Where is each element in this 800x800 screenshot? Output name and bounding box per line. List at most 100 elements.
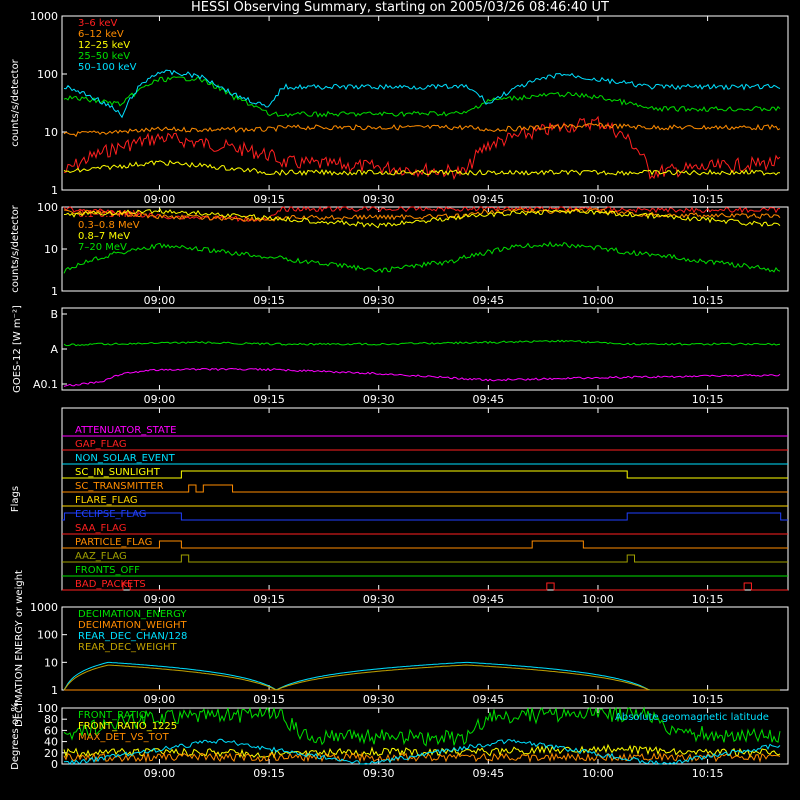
y-tick-label: 20	[44, 747, 58, 760]
legend-entry: REAR_DEC_CHAN/128	[78, 631, 187, 642]
legend-entry: DECIMATION_WEIGHT	[78, 620, 187, 631]
series-line-3	[63, 75, 781, 118]
x-tick-label: 09:30	[363, 767, 395, 780]
x-tick-label: 09:00	[144, 693, 176, 706]
legend-entry: 0.1–0.3 MeV	[78, 209, 140, 220]
panel-frame	[61, 707, 789, 765]
legend-entry: 6–12 keV	[78, 29, 124, 40]
legend-entry: REAR_DEC_WEIGHT	[78, 642, 177, 653]
panel-frame	[61, 15, 789, 191]
y-tick-label: B	[50, 308, 58, 321]
y-tick-label: 1	[51, 285, 58, 298]
flag-line-eclipse-flag	[62, 512, 788, 521]
x-tick-label: 09:15	[253, 767, 285, 780]
legend-entry: 0.3–0.8 MeV	[78, 220, 140, 231]
series-line-0	[63, 706, 781, 747]
x-tick-label: 09:15	[253, 393, 285, 406]
x-tick-label: 09:45	[472, 767, 504, 780]
x-tick-label: 09:45	[472, 693, 504, 706]
legend-entry: 12–25 keV	[78, 40, 130, 51]
y-tick-label: 100	[37, 629, 58, 642]
series-line-4	[63, 69, 781, 119]
flag-label: SC_TRANSMITTER	[75, 481, 164, 492]
legend-entry: FRONT_RATIO	[78, 710, 147, 721]
series-line-2	[63, 159, 780, 176]
flag-line-bad-packets	[62, 582, 788, 591]
panel-frame	[61, 206, 789, 292]
x-tick-label: 10:15	[692, 593, 724, 606]
y-tick-label: 0	[51, 758, 58, 771]
legend-entry: 25–50 keV	[78, 51, 130, 62]
flag-label: PARTICLE_FLAG	[75, 537, 152, 548]
y-tick-label: A	[50, 343, 58, 356]
flag-line-sc-in-sunlight	[62, 470, 788, 479]
y-tick-label: 40	[44, 736, 58, 749]
y-tick-label: 10	[44, 126, 58, 139]
x-tick-label: 09:30	[363, 593, 395, 606]
series-line-1	[63, 743, 781, 759]
x-tick-label: 09:15	[253, 693, 285, 706]
x-tick-label: 09:15	[253, 593, 285, 606]
series-line-1	[63, 122, 781, 138]
x-tick-label: 10:00	[582, 294, 614, 307]
y-tick-label: 80	[44, 713, 58, 726]
y-axis-label: counts/s/detector	[10, 204, 21, 292]
series-line-2	[63, 208, 781, 229]
legend-entry: 3–6 keV	[78, 18, 117, 29]
series-line-0	[63, 115, 781, 181]
x-tick-label: 09:30	[363, 393, 395, 406]
panel-4: 09:00 09:15 09:30 09:45 10:00 10:15 DECIMATION…	[14, 570, 789, 727]
y-tick-label: 100	[37, 68, 58, 81]
series-line-3	[63, 241, 781, 274]
x-tick-label: 09:45	[472, 393, 504, 406]
legend-entry: MAX_DET_VS_TOT	[78, 732, 170, 743]
y-tick-label: A0.1	[33, 378, 58, 391]
y-tick-label: 100	[37, 201, 58, 214]
flag-label: ATTENUATOR_STATE	[75, 425, 176, 436]
y-tick-label: 100	[37, 702, 58, 715]
y-tick-label: 1000	[30, 601, 58, 614]
x-tick-label: 09:00	[144, 593, 176, 606]
y-axis-label: DECIMATION ENERGY or weight	[14, 570, 25, 727]
legend-entry: 7–20 MeV	[78, 242, 127, 253]
y-axis-label: Degrees or %	[10, 702, 21, 770]
legend-entry: FRONT_RATIO_1225	[78, 721, 177, 732]
flag-label: FLARE_FLAG	[75, 495, 138, 506]
legend-entry: 0.8–7 MeV	[78, 231, 130, 242]
x-tick-label: 10:00	[582, 767, 614, 780]
flag-label: AAZ_FLAG	[75, 551, 127, 562]
y-tick-label: 10	[44, 243, 58, 256]
series-line-3	[63, 738, 781, 766]
panel-3: 09:00 09:15 09:30 09:45 10:00 10:15 Flags ATTEN…	[10, 407, 789, 606]
x-tick-label: 09:30	[363, 693, 395, 706]
x-tick-label: 09:30	[363, 193, 395, 206]
series-line-1	[63, 367, 781, 387]
x-tick-label: 10:15	[692, 294, 724, 307]
flag-line-aaz-flag	[62, 554, 788, 563]
x-tick-label: 10:00	[582, 193, 614, 206]
y-axis-label: GOES-12 [W m⁻²]	[12, 305, 23, 393]
y-tick-label: 1	[51, 684, 58, 697]
legend-entry: 50–100 keV	[78, 62, 137, 73]
panel-2: 09:00 09:15 09:30 09:45 10:00 10:15 GOES-12 [W…	[12, 305, 789, 406]
x-tick-label: 10:00	[582, 593, 614, 606]
legend-entry: DECIMATION_ENERGY	[78, 609, 187, 620]
flag-line-particle-flag	[62, 540, 788, 549]
x-tick-label: 09:00	[144, 294, 176, 307]
x-tick-label: 10:15	[692, 393, 724, 406]
plot-title: HESSI Observing Summary, starting on 200…	[191, 0, 609, 15]
x-tick-label: 10:15	[692, 693, 724, 706]
series-line-3	[63, 664, 780, 691]
flag-label: NON_SOLAR_EVENT	[75, 453, 176, 464]
x-tick-label: 10:00	[582, 693, 614, 706]
y-tick-label: 60	[44, 724, 58, 737]
series-line-2	[63, 661, 780, 691]
flag-line-sc-transmitter	[62, 484, 788, 493]
x-tick-label: 10:15	[692, 767, 724, 780]
x-tick-label: 09:00	[144, 767, 176, 780]
panel-1: 09:00 09:15 09:30 09:45 10:00 10:15 counts/s/d…	[10, 201, 789, 307]
flag-label: GAP_FLAG	[75, 439, 127, 450]
y-axis-label: counts/s/detector	[10, 58, 21, 146]
x-tick-label: 09:00	[144, 193, 176, 206]
